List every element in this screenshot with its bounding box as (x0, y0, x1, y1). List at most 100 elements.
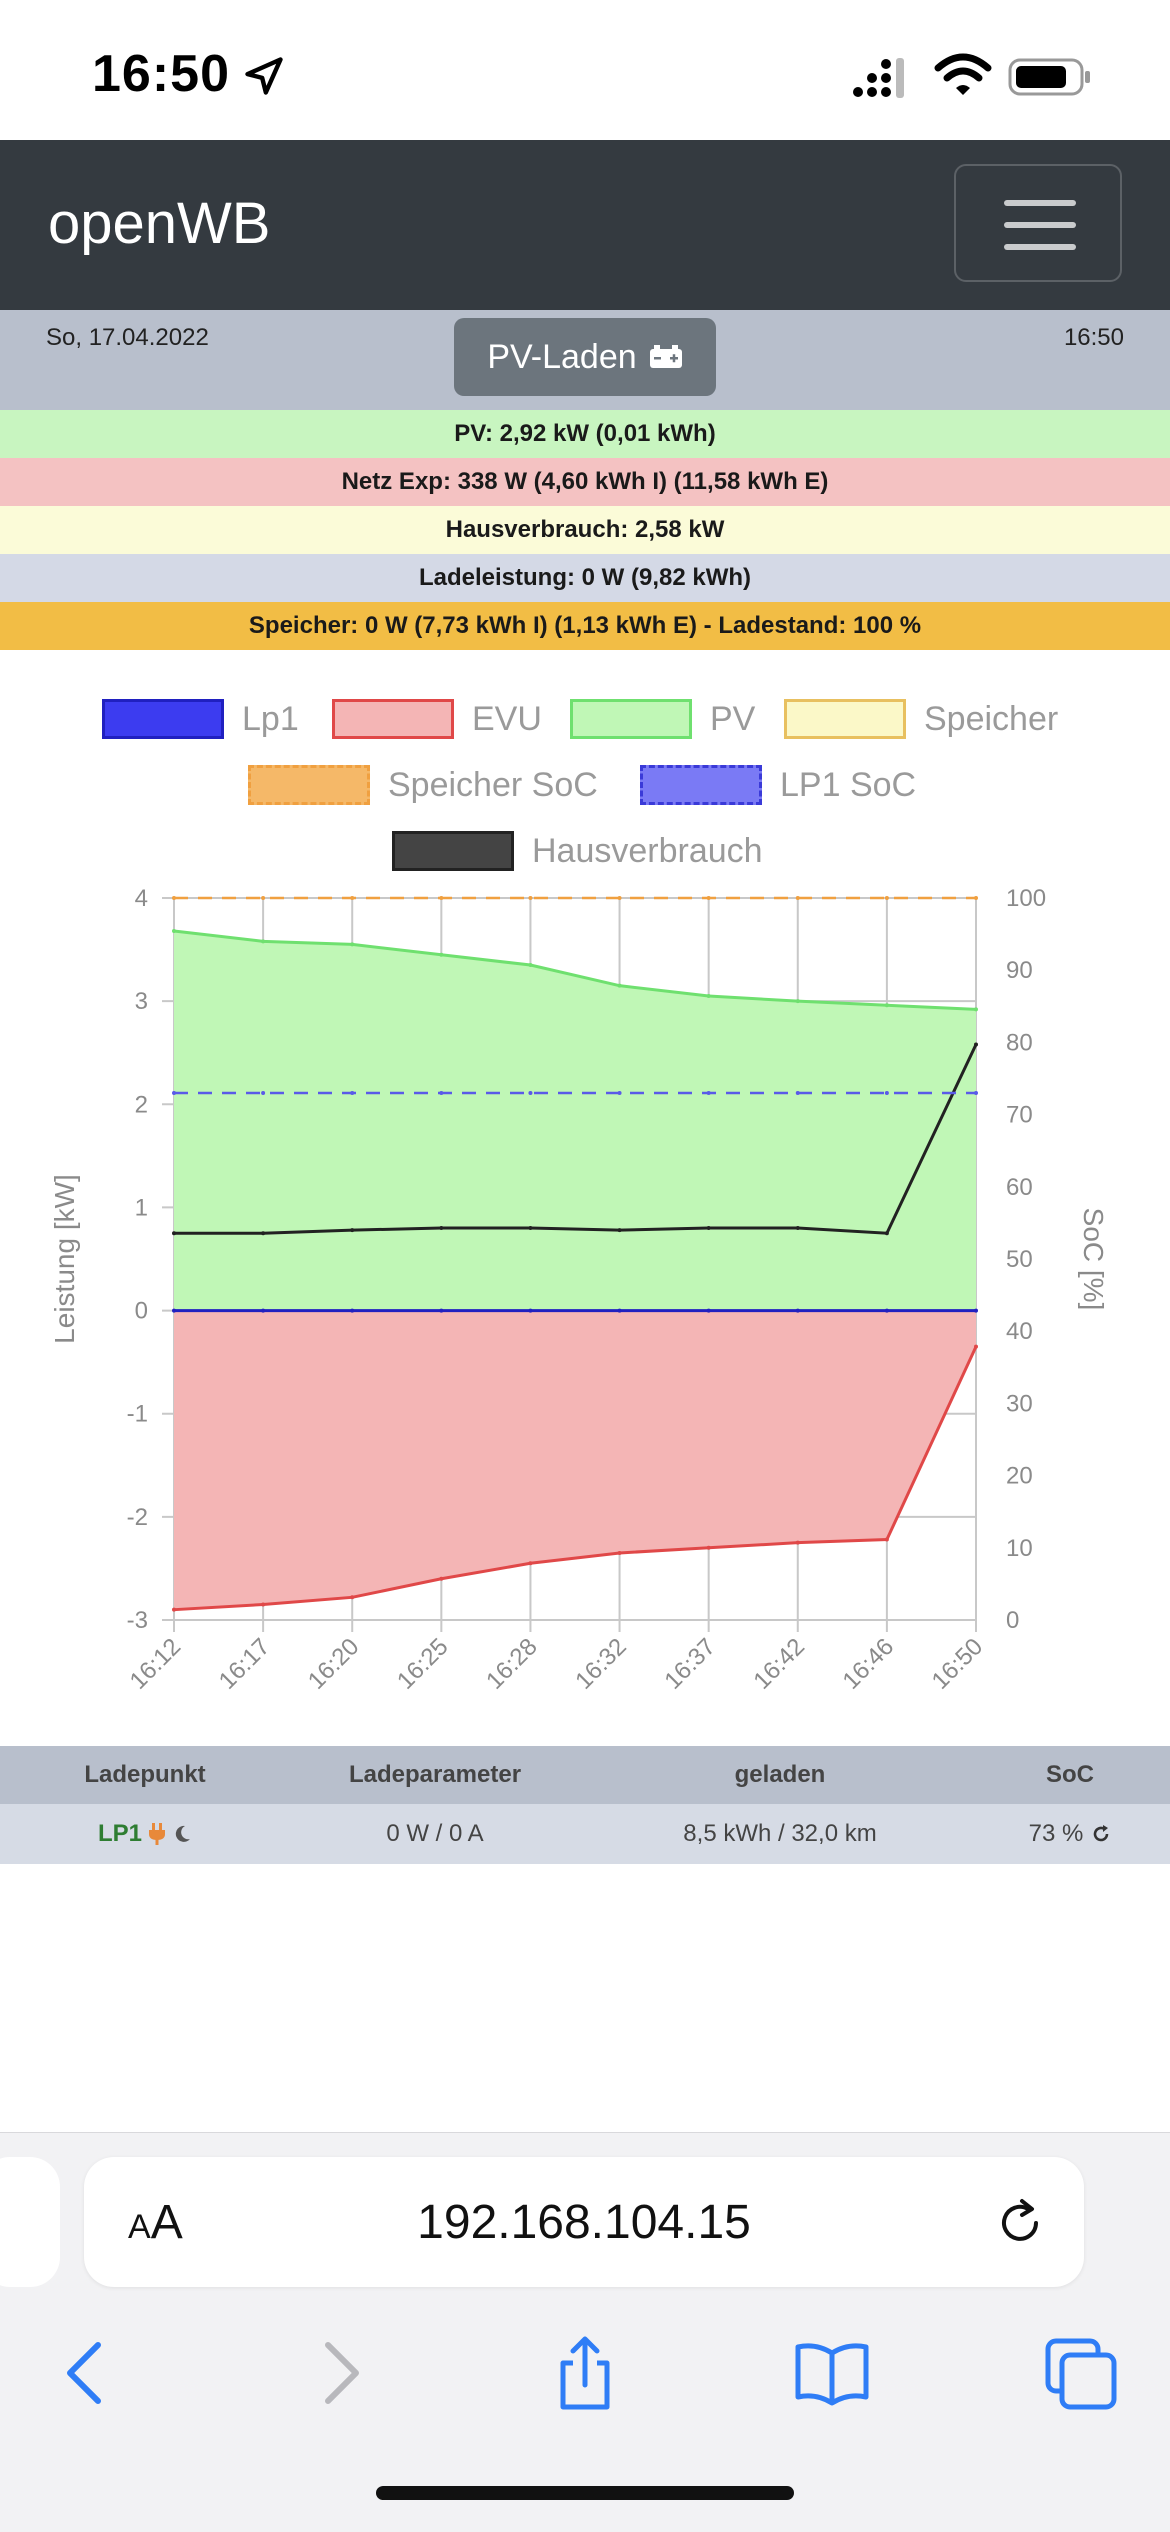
soc-value: 73 % (1028, 1820, 1084, 1847)
data-point-lp1 (439, 1308, 444, 1313)
series-line-evu (173, 1346, 978, 1612)
data-point-evu (350, 1595, 355, 1600)
series-area-evu (174, 1310, 976, 1610)
data-point-lp1-soc (528, 1090, 533, 1095)
bookmarks-icon[interactable] (792, 2333, 872, 2413)
data-point-hausverbrauch (172, 1231, 176, 1236)
x-tick-label: 16:20 (303, 1633, 365, 1695)
clock-label: 16:50 (1063, 324, 1124, 351)
battery-icon (1008, 58, 1090, 96)
hamburger-icon-line (1004, 244, 1076, 250)
data-point-evu (974, 1344, 978, 1349)
legend-speicher-soc[interactable]: Speicher SoC (248, 765, 598, 805)
header-ladeparameter: Ladeparameter (348, 1761, 522, 1788)
data-point-speicher-soc (261, 896, 266, 900)
data-point-evu (706, 1545, 711, 1550)
data-point-hausverbrauch (261, 1231, 266, 1236)
data-point-speicher-soc (439, 896, 444, 900)
y2-tick-label: 0 (1006, 1607, 1019, 1634)
legend-evu[interactable]: EVU (332, 699, 542, 739)
data-point-hausverbrauch (528, 1226, 533, 1231)
data-point-lp1-soc (795, 1090, 800, 1095)
address-bar[interactable]: AA 192.168.104.15 (84, 2157, 1084, 2287)
data-point-speicher-soc (795, 896, 800, 900)
data-point-speicher-soc (350, 896, 355, 900)
ladeleistung-strip: Ladeleistung: 0 W (9,82 kWh) (0, 554, 1170, 602)
url-text[interactable]: 192.168.104.15 (417, 2196, 751, 2249)
table-row[interactable]: LP1 0 W / 0 A 8,5 kWh / 32,0 km 73 % (0, 1804, 1170, 1864)
y-tick-label: 1 (135, 1194, 148, 1221)
aa-small: A (128, 2208, 151, 2246)
data-point-lp1 (974, 1308, 978, 1313)
data-point-evu (795, 1540, 800, 1545)
forward-icon[interactable] (298, 2333, 378, 2413)
y2-tick-label: 30 (1006, 1390, 1033, 1417)
chargepoint-name-cell[interactable]: LP1 (0, 1804, 290, 1864)
netz-strip: Netz Exp: 338 W (4,60 kWh I) (11,58 kWh … (0, 458, 1170, 506)
reload-icon[interactable] (992, 2195, 1048, 2251)
hamburger-icon-line (1004, 222, 1076, 228)
data-point-pv (884, 1003, 889, 1008)
data-point-lp1-soc (172, 1090, 176, 1095)
legend-label: Lp1 (242, 699, 299, 738)
x-tick-label: 16:42 (748, 1633, 810, 1695)
tabs-icon[interactable] (1040, 2333, 1120, 2413)
share-icon[interactable] (545, 2333, 625, 2413)
browser-toolbar: AA 192.168.104.15 (0, 2132, 1170, 2532)
header-ladepunkt: Ladepunkt (84, 1761, 206, 1788)
data-point-lp1 (172, 1308, 176, 1313)
refresh-icon[interactable] (1091, 1824, 1111, 1844)
data-point-pv (617, 983, 622, 988)
brand-title[interactable]: openWB (48, 191, 271, 256)
data-point-lp1 (261, 1308, 266, 1313)
data-point-evu (172, 1607, 176, 1612)
legend-swatch (570, 699, 692, 739)
legend-swatch (392, 831, 514, 871)
data-point-evu (261, 1602, 266, 1607)
data-point-hausverbrauch (617, 1228, 622, 1233)
aa-big: A (150, 2196, 183, 2249)
location-arrow-icon (245, 57, 283, 95)
data-point-pv (795, 999, 800, 1004)
series-line-pv (173, 929, 977, 1011)
chargepoint-name: LP1 (97, 1820, 142, 1847)
soc-cell[interactable]: 73 % (960, 1804, 1170, 1864)
data-point-lp1-soc (974, 1090, 978, 1095)
data-point-speicher-soc (706, 896, 711, 900)
legend-swatch (248, 765, 370, 805)
reader-settings-button[interactable]: AA (128, 2195, 183, 2250)
series-area-pv (174, 931, 976, 1311)
data-point-lp1 (706, 1308, 711, 1313)
menu-toggle-button[interactable] (954, 164, 1122, 282)
legend-label: LP1 SoC (780, 765, 917, 804)
battery-car-icon (649, 345, 682, 368)
plug-icon (149, 1823, 165, 1845)
y2-tick-label: 70 (1006, 1102, 1033, 1129)
legend-speicher[interactable]: Speicher (784, 699, 1058, 739)
data-point-pv (439, 952, 444, 957)
data-point-hausverbrauch (350, 1228, 355, 1233)
legend-hausverbrauch[interactable]: Hausverbrauch (392, 831, 763, 871)
data-point-lp1 (350, 1308, 355, 1313)
y2-tick-label: 20 (1006, 1463, 1033, 1490)
y-tick-label: -2 (127, 1504, 148, 1531)
legend-pv[interactable]: PV (570, 699, 755, 739)
legend-label: PV (710, 699, 756, 738)
data-point-speicher-soc (974, 896, 978, 900)
data-point-lp1-soc (439, 1090, 444, 1095)
previous-tab-stub[interactable] (0, 2157, 60, 2287)
data-point-hausverbrauch (706, 1226, 711, 1231)
data-point-evu (439, 1576, 444, 1581)
legend-lp1[interactable]: Lp1 (102, 699, 299, 739)
data-point-lp1 (617, 1308, 622, 1313)
y-tick-label: -3 (127, 1607, 148, 1634)
charge-mode-button[interactable]: PV-Laden (454, 318, 716, 396)
data-point-hausverbrauch (884, 1231, 889, 1236)
back-icon[interactable] (48, 2333, 128, 2413)
data-point-pv (974, 1007, 978, 1012)
moon-icon (175, 1825, 190, 1842)
legend-label: Speicher SoC (388, 765, 598, 804)
legend-lp1-soc[interactable]: LP1 SoC (640, 765, 916, 805)
home-indicator (376, 2486, 794, 2500)
